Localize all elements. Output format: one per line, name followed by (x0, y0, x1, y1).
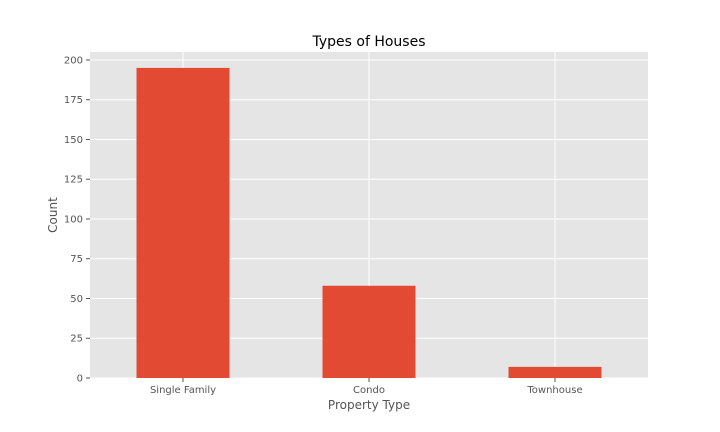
y-tick-label: 200 (64, 55, 83, 66)
chart-title: Types of Houses (311, 34, 425, 50)
x-tick-label: Single Family (150, 385, 216, 396)
x-axis: Single Family Condo Townhouse (150, 378, 583, 396)
y-tick-label: 0 (77, 374, 83, 385)
bar-single-family (136, 67, 230, 378)
y-tick-label: 75 (70, 254, 83, 265)
y-tick-label: 175 (64, 95, 83, 106)
bar-townhouse (508, 366, 602, 378)
y-axis: 0 25 50 75 100 125 150 175 200 (64, 55, 90, 385)
y-tick-label: 50 (70, 294, 83, 305)
x-tick-label: Townhouse (526, 385, 582, 396)
y-tick-label: 125 (64, 175, 83, 186)
x-tick-label: Condo (353, 385, 385, 396)
y-axis-label: Count (46, 197, 60, 233)
bars (136, 67, 602, 378)
y-tick-label: 100 (64, 214, 83, 225)
bar-condo (322, 285, 416, 378)
x-axis-label: Property Type (328, 398, 410, 412)
y-tick-label: 25 (70, 334, 83, 345)
y-tick-label: 150 (64, 135, 83, 146)
